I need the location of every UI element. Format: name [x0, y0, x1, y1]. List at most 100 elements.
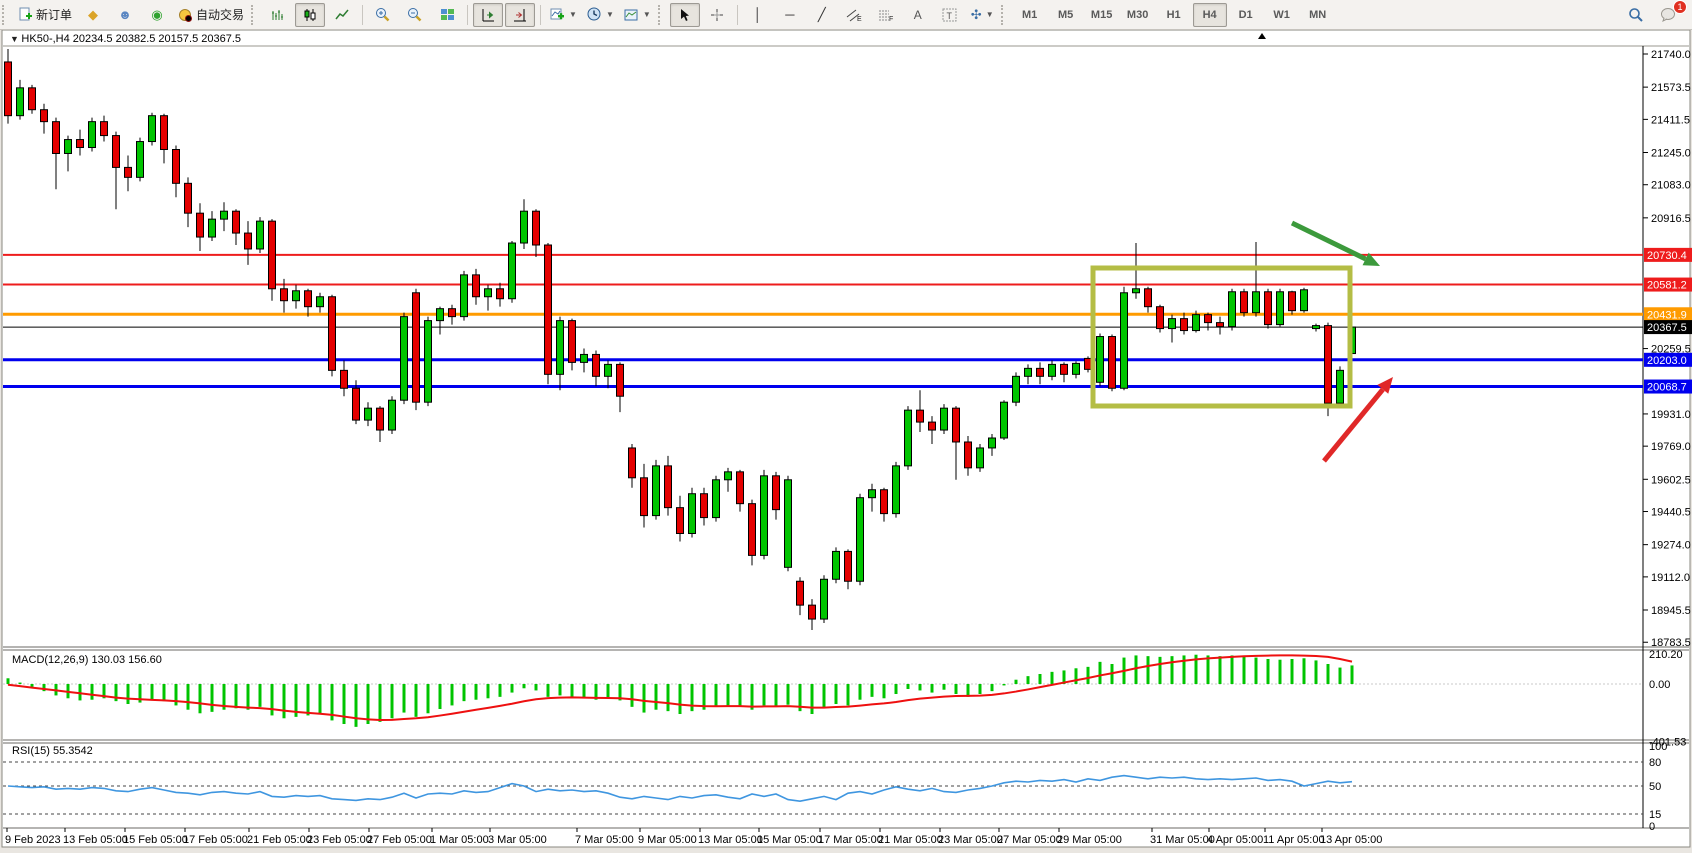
arrows-tool-icon: ✣ — [970, 7, 982, 22]
trendline-button[interactable]: ╱ — [807, 3, 837, 27]
price-axis: 21740.0 21573.5 21411.5 21245.0 21083.0 20916… — [1643, 49, 1691, 649]
candle-body — [712, 479, 720, 519]
zoom-in-button[interactable] — [368, 3, 398, 27]
consolidation-rectangle[interactable] — [1090, 265, 1353, 409]
timeframe-label: D1 — [1238, 8, 1253, 21]
chevron-down-icon: ▼ — [605, 10, 614, 19]
timeframe-h4-button[interactable]: H4 — [1192, 2, 1227, 27]
svg-text:T: T — [947, 11, 953, 21]
arrows-tool-button[interactable]: ✣ ▼ — [967, 3, 998, 27]
text-button[interactable]: A — [903, 3, 933, 27]
new-order-button[interactable]: 新订单 — [14, 3, 76, 27]
macd-histogram-bar — [786, 684, 790, 705]
macd-histogram-bar — [510, 684, 514, 693]
macd-histogram-bar — [642, 684, 646, 713]
macd-histogram-bar — [42, 684, 46, 692]
chart-shift-marker[interactable] — [1258, 33, 1266, 39]
text-label-icon: T — [942, 8, 957, 21]
green-down-arrow[interactable] — [1290, 220, 1367, 262]
vertical-line-button[interactable]: │ — [743, 3, 773, 27]
drawn-objects[interactable] — [1090, 220, 1393, 463]
macd-histogram-bar — [798, 684, 802, 712]
channel-button[interactable]: E — [839, 3, 869, 27]
red-up-arrow[interactable] — [1322, 387, 1385, 463]
macd-histogram-bar — [162, 684, 166, 702]
time-tick-label: 13 Mar 05:00 — [698, 834, 763, 846]
macd-histogram-bar — [594, 684, 598, 700]
price-tag-label: 20068.7 — [1647, 382, 1687, 394]
autotrade-button[interactable]: 自动交易 — [174, 3, 248, 27]
macd-histogram-bar — [1002, 684, 1006, 686]
candle-body — [1012, 375, 1020, 403]
svg-text:F: F — [889, 16, 893, 22]
periods-button[interactable]: ▼ — [583, 3, 618, 27]
macd-histogram-bar — [78, 684, 82, 701]
candle-body — [964, 441, 972, 469]
timeframe-m5-button[interactable]: M5 — [1049, 3, 1083, 27]
equidistant-channel-icon: E — [846, 9, 862, 22]
templates-button[interactable]: ▼ — [620, 3, 655, 27]
candle-body — [868, 489, 876, 499]
macd-panel[interactable] — [6, 654, 1354, 727]
macd-histogram-bar — [678, 684, 682, 714]
time-tick-label: 17 Mar 05:00 — [818, 834, 883, 846]
rsi-panel[interactable] — [7, 774, 1353, 803]
symbol-dropdown-icon[interactable]: ▼ — [10, 34, 22, 44]
timeframe-w1-button[interactable]: W1 — [1265, 3, 1299, 27]
candle-body — [556, 320, 564, 375]
cursor-button[interactable] — [669, 2, 700, 27]
macd-histogram-bar — [366, 684, 370, 724]
notifications-button[interactable]: 1 — [1653, 0, 1687, 27]
candlestick-chart-button[interactable] — [295, 2, 326, 27]
chart-shift-button[interactable] — [505, 2, 536, 27]
time-tick-label: 23 Feb 05:00 — [307, 834, 372, 846]
candle-body — [1108, 336, 1116, 389]
macd-histogram-bar — [1218, 656, 1222, 684]
candle-body — [1180, 318, 1188, 332]
macd-histogram-bar — [1338, 667, 1342, 684]
bar-chart-button[interactable] — [263, 3, 293, 27]
text-label-button[interactable]: T — [935, 3, 965, 27]
candle-body — [1276, 291, 1284, 326]
chart-canvas[interactable]: 21740.0 21573.5 21411.5 21245.0 21083.0 20916… — [0, 29, 1692, 853]
macd-histogram-bar — [150, 684, 154, 700]
macd-histogram-bar — [1278, 659, 1282, 684]
price-tick-label: 21245.0 — [1651, 147, 1691, 159]
timeframe-h1-button[interactable]: H1 — [1157, 3, 1191, 27]
timeframe-mn-button[interactable]: MN — [1301, 3, 1335, 27]
timeframe-m1-button[interactable]: M1 — [1013, 3, 1047, 27]
crosshair-button[interactable] — [702, 3, 732, 27]
sounds-button[interactable]: ◉ — [142, 3, 172, 27]
tile-windows-icon — [440, 8, 454, 20]
candle-body — [1060, 363, 1068, 375]
fibonacci-button[interactable]: F — [871, 3, 901, 27]
timeframe-m15-button[interactable]: M15 — [1085, 3, 1119, 27]
candles-layer[interactable] — [4, 49, 1356, 631]
macd-histogram-bar — [1038, 674, 1042, 684]
search-button[interactable] — [1621, 3, 1651, 27]
timeframe-d1-button[interactable]: D1 — [1229, 3, 1263, 27]
macd-histogram-bar — [894, 684, 898, 694]
zoom-out-button[interactable] — [400, 3, 430, 27]
chart-window[interactable]: 21740.0 21573.5 21411.5 21245.0 21083.0 20916… — [0, 29, 1692, 853]
market-watch-button[interactable]: ☻ — [110, 3, 140, 27]
macd-histogram-bar — [906, 684, 910, 689]
candle-body — [544, 244, 552, 375]
indicators-button[interactable]: ▼ — [546, 3, 581, 27]
macd-histogram-bar — [90, 684, 94, 700]
horizontal-line-button[interactable]: ─ — [775, 3, 805, 27]
auto-scroll-button[interactable] — [473, 2, 504, 27]
time-tick-label: 27 Mar 05:00 — [997, 834, 1062, 846]
line-chart-button[interactable] — [327, 3, 357, 27]
new-order-label: 新订单 — [36, 8, 73, 22]
candle-body — [328, 296, 336, 371]
macd-histogram-bar — [282, 684, 286, 719]
candle-body — [616, 363, 624, 397]
timeframe-m30-button[interactable]: M30 — [1121, 3, 1155, 27]
macd-histogram-bar — [294, 684, 298, 717]
candle-body — [1000, 401, 1008, 439]
chat-bubble-icon — [1661, 8, 1675, 22]
quotes-button[interactable]: ◆ — [78, 3, 108, 27]
tile-windows-button[interactable] — [432, 3, 462, 27]
